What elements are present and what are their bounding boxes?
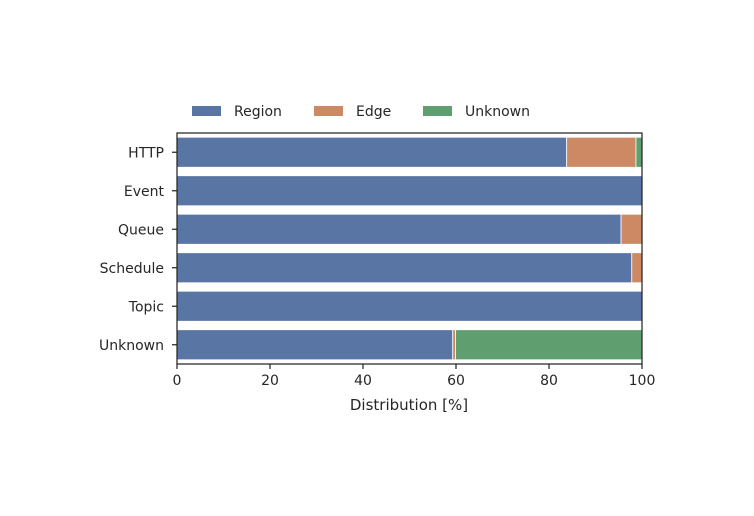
bar-region-unknown bbox=[176, 329, 454, 361]
y-tick-label-queue: Queue bbox=[118, 222, 164, 238]
bar-edge-unknown bbox=[452, 329, 456, 361]
legend: Region Edge Unknown bbox=[192, 104, 530, 120]
legend-swatch-unknown bbox=[423, 106, 452, 116]
y-tick-label-event: Event bbox=[124, 184, 165, 200]
bar-region-http bbox=[176, 136, 568, 168]
legend-swatch-edge bbox=[314, 106, 343, 116]
legend-label-unknown: Unknown bbox=[465, 104, 530, 120]
x-tick-label-20: 20 bbox=[261, 373, 279, 389]
y-tick-label-topic: Topic bbox=[128, 299, 164, 315]
x-tick-label-40: 40 bbox=[354, 373, 372, 389]
y-tick-label-unknown: Unknown bbox=[99, 338, 164, 354]
x-tick-label-100: 100 bbox=[629, 373, 656, 389]
legend-label-edge: Edge bbox=[356, 104, 391, 120]
bar-region-topic bbox=[176, 290, 643, 322]
bar-edge-http bbox=[566, 136, 637, 168]
y-tick-label-http: HTTP bbox=[128, 145, 164, 161]
bar-edge-schedule bbox=[631, 252, 643, 284]
bar-region-schedule bbox=[176, 252, 633, 284]
x-tick-label-60: 60 bbox=[447, 373, 465, 389]
plot-area bbox=[176, 136, 643, 361]
bar-unknown-unknown bbox=[455, 329, 643, 361]
axes: HTTP Event Queue Schedule Topic Unknown 0 20 40 6… bbox=[99, 132, 656, 389]
y-tick-label-schedule: Schedule bbox=[100, 261, 164, 277]
legend-label-region: Region bbox=[234, 104, 282, 120]
bar-region-event bbox=[176, 175, 643, 207]
legend-swatch-region bbox=[192, 106, 221, 116]
x-tick-label-80: 80 bbox=[540, 373, 558, 389]
bar-unknown-http bbox=[635, 136, 643, 168]
bar-edge-queue bbox=[620, 213, 643, 245]
x-axis-label: Distribution [%] bbox=[350, 396, 468, 414]
x-tick-label-0: 0 bbox=[173, 373, 182, 389]
bar-region-queue bbox=[176, 213, 622, 245]
axes-frame bbox=[176, 132, 643, 365]
